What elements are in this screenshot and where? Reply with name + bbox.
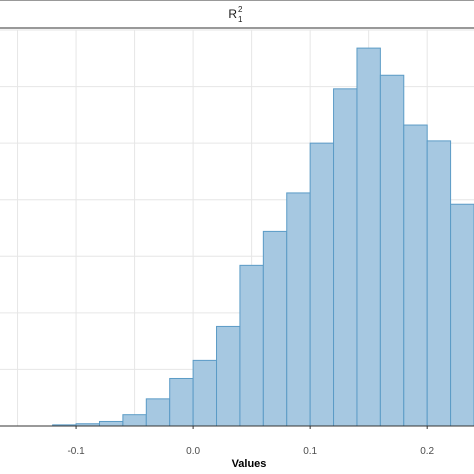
x-axis-title: Values — [232, 458, 267, 470]
facet-strip-box — [0, 0, 474, 29]
bars — [52, 47, 474, 427]
histogram-bar — [169, 377, 194, 427]
facet-strip: R 2 1 — [0, 0, 474, 29]
chart-title-superscript: 2 — [238, 5, 243, 14]
histogram-bar — [145, 398, 171, 427]
histogram-bar — [379, 74, 405, 427]
histogram-bar — [333, 88, 358, 427]
chart-title: R — [228, 7, 237, 21]
histogram-bar — [192, 359, 218, 427]
x-tick-label: 0.2 — [420, 446, 434, 457]
x-tick-labels: -0.1 0.0 0.1 0.2 — [67, 426, 435, 457]
x-tick-label: 0.0 — [186, 446, 200, 457]
histogram-bar — [216, 325, 241, 427]
histogram-bar — [403, 124, 428, 427]
x-tick-label: 0.1 — [303, 446, 317, 457]
histogram-bar — [239, 264, 264, 427]
histogram-bar — [309, 142, 335, 427]
histogram-bar — [286, 192, 311, 427]
histogram-bar — [262, 230, 288, 427]
histogram-bar — [356, 47, 381, 427]
histogram-bar — [122, 414, 147, 427]
histogram-bar — [426, 140, 452, 427]
histogram-bar — [98, 420, 124, 427]
chart-title-subscript: 1 — [238, 15, 243, 24]
histogram-bar — [450, 203, 474, 427]
x-tick-label: -0.1 — [67, 446, 85, 457]
